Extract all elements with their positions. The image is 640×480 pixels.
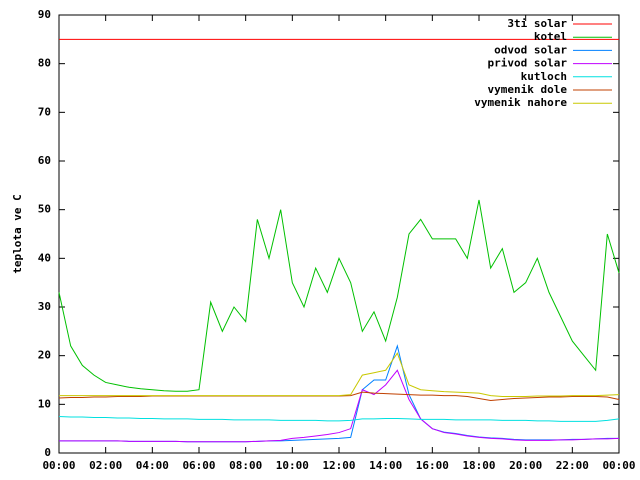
legend-label: vymenik nahore bbox=[474, 96, 567, 109]
series-line bbox=[59, 344, 619, 443]
series-line bbox=[58, 416, 620, 422]
x-tick-label: 18:00 bbox=[462, 459, 495, 472]
y-tick-label: 40 bbox=[38, 251, 51, 264]
y-axis-label: teplota ve C bbox=[11, 194, 24, 273]
y-tick-label: 90 bbox=[38, 8, 51, 21]
x-tick-label: 00:00 bbox=[602, 459, 635, 472]
x-tick-label: 12:00 bbox=[322, 459, 355, 472]
x-tick-label: 00:00 bbox=[42, 459, 75, 472]
y-tick-label: 60 bbox=[38, 154, 51, 167]
y-tick-label: 50 bbox=[38, 203, 51, 216]
series-line bbox=[59, 369, 620, 443]
legend-label: kotel bbox=[534, 30, 567, 43]
legend-label: odvod solar bbox=[494, 43, 567, 56]
x-tick-label: 04:00 bbox=[136, 459, 169, 472]
x-tick-label: 14:00 bbox=[369, 459, 402, 472]
x-tick-label: 06:00 bbox=[182, 459, 215, 472]
series-line bbox=[58, 199, 620, 392]
x-tick-label: 08:00 bbox=[229, 459, 262, 472]
x-tick-label: 22:00 bbox=[556, 459, 589, 472]
series-line bbox=[59, 352, 620, 398]
legend-label: vymenik dole bbox=[488, 83, 568, 96]
x-tick-label: 16:00 bbox=[416, 459, 449, 472]
x-tick-label: 20:00 bbox=[509, 459, 542, 472]
legend-label: 3ti solar bbox=[507, 17, 567, 30]
y-tick-label: 0 bbox=[44, 446, 51, 459]
y-tick-label: 80 bbox=[38, 57, 51, 70]
y-tick-label: 70 bbox=[38, 105, 51, 118]
y-tick-label: 20 bbox=[38, 349, 51, 362]
y-tick-label: 10 bbox=[38, 397, 51, 410]
legend-label: privod solar bbox=[488, 57, 568, 70]
x-tick-label: 02:00 bbox=[89, 459, 122, 472]
x-tick-label: 10:00 bbox=[276, 459, 309, 472]
legend-label: kutloch bbox=[521, 70, 567, 83]
y-tick-label: 30 bbox=[38, 300, 51, 313]
